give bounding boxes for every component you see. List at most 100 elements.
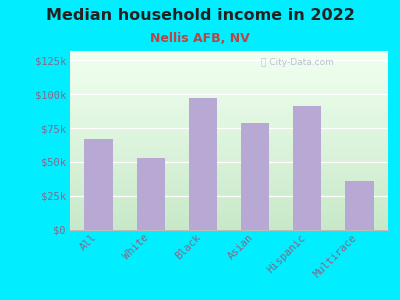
- Bar: [189, 98, 217, 230]
- Bar: [241, 123, 269, 230]
- Bar: [70, 81, 388, 83]
- Bar: [70, 178, 388, 179]
- Text: Median household income in 2022: Median household income in 2022: [46, 8, 354, 22]
- Bar: [70, 92, 388, 94]
- Bar: [70, 98, 388, 99]
- Bar: [70, 105, 388, 106]
- Bar: [70, 112, 388, 113]
- Bar: [70, 137, 388, 139]
- Bar: [70, 149, 388, 151]
- Bar: [70, 171, 388, 172]
- Bar: [70, 131, 388, 133]
- Bar: [70, 181, 388, 183]
- Bar: [70, 156, 388, 158]
- Bar: [70, 228, 388, 230]
- Bar: [70, 106, 388, 108]
- Bar: [70, 133, 388, 135]
- Bar: [70, 151, 388, 153]
- Bar: [70, 76, 388, 78]
- Bar: [70, 115, 388, 117]
- Bar: [70, 51, 388, 53]
- Bar: [70, 69, 388, 70]
- Bar: [70, 72, 388, 74]
- Bar: [70, 220, 388, 222]
- Bar: [70, 217, 388, 219]
- Bar: [70, 208, 388, 210]
- Bar: [70, 130, 388, 131]
- Bar: [70, 197, 388, 199]
- Bar: [70, 164, 388, 165]
- Bar: [70, 139, 388, 140]
- Bar: [70, 135, 388, 137]
- Bar: [70, 190, 388, 192]
- Bar: [70, 55, 388, 56]
- Bar: [70, 199, 388, 201]
- Bar: [70, 65, 388, 67]
- Bar: [70, 60, 388, 62]
- Bar: [70, 144, 388, 146]
- Bar: [70, 196, 388, 197]
- Bar: [70, 153, 388, 154]
- Bar: [70, 74, 388, 76]
- Bar: [70, 219, 388, 220]
- Bar: [70, 158, 388, 160]
- Bar: [70, 146, 388, 147]
- Bar: [70, 78, 388, 80]
- Bar: [70, 187, 388, 188]
- Bar: [70, 201, 388, 203]
- Bar: [70, 87, 388, 88]
- Bar: [70, 88, 388, 90]
- Bar: [70, 124, 388, 126]
- Bar: [70, 160, 388, 162]
- Bar: [70, 213, 388, 215]
- Bar: [70, 62, 388, 64]
- Bar: [70, 162, 388, 164]
- Bar: [70, 70, 388, 72]
- Bar: [70, 222, 388, 224]
- Text: ⓘ City-Data.com: ⓘ City-Data.com: [261, 58, 334, 67]
- Bar: [70, 83, 388, 85]
- Bar: [70, 205, 388, 206]
- Bar: [345, 181, 374, 230]
- Bar: [70, 99, 388, 101]
- Bar: [70, 183, 388, 185]
- Bar: [70, 188, 388, 190]
- Bar: [70, 96, 388, 98]
- Bar: [70, 119, 388, 121]
- Bar: [70, 212, 388, 213]
- Bar: [70, 90, 388, 92]
- Bar: [70, 226, 388, 228]
- Bar: [70, 85, 388, 87]
- Text: Nellis AFB, NV: Nellis AFB, NV: [150, 32, 250, 44]
- Bar: [70, 210, 388, 212]
- Bar: [70, 169, 388, 171]
- Bar: [70, 206, 388, 208]
- Bar: [70, 101, 388, 103]
- Bar: [70, 56, 388, 58]
- Bar: [70, 126, 388, 128]
- Bar: [293, 106, 322, 230]
- Bar: [70, 64, 388, 65]
- Bar: [70, 142, 388, 144]
- Bar: [84, 139, 113, 230]
- Bar: [70, 185, 388, 187]
- Bar: [70, 172, 388, 174]
- Bar: [70, 194, 388, 196]
- Bar: [70, 154, 388, 156]
- Bar: [136, 158, 165, 230]
- Bar: [70, 94, 388, 96]
- Bar: [70, 108, 388, 110]
- Bar: [70, 165, 388, 167]
- Bar: [70, 179, 388, 181]
- Bar: [70, 192, 388, 194]
- Bar: [70, 147, 388, 149]
- Bar: [70, 80, 388, 81]
- Bar: [70, 176, 388, 178]
- Bar: [70, 113, 388, 115]
- Bar: [70, 122, 388, 124]
- Bar: [70, 53, 388, 55]
- Bar: [70, 215, 388, 217]
- Bar: [70, 167, 388, 169]
- Bar: [70, 203, 388, 205]
- Bar: [70, 67, 388, 69]
